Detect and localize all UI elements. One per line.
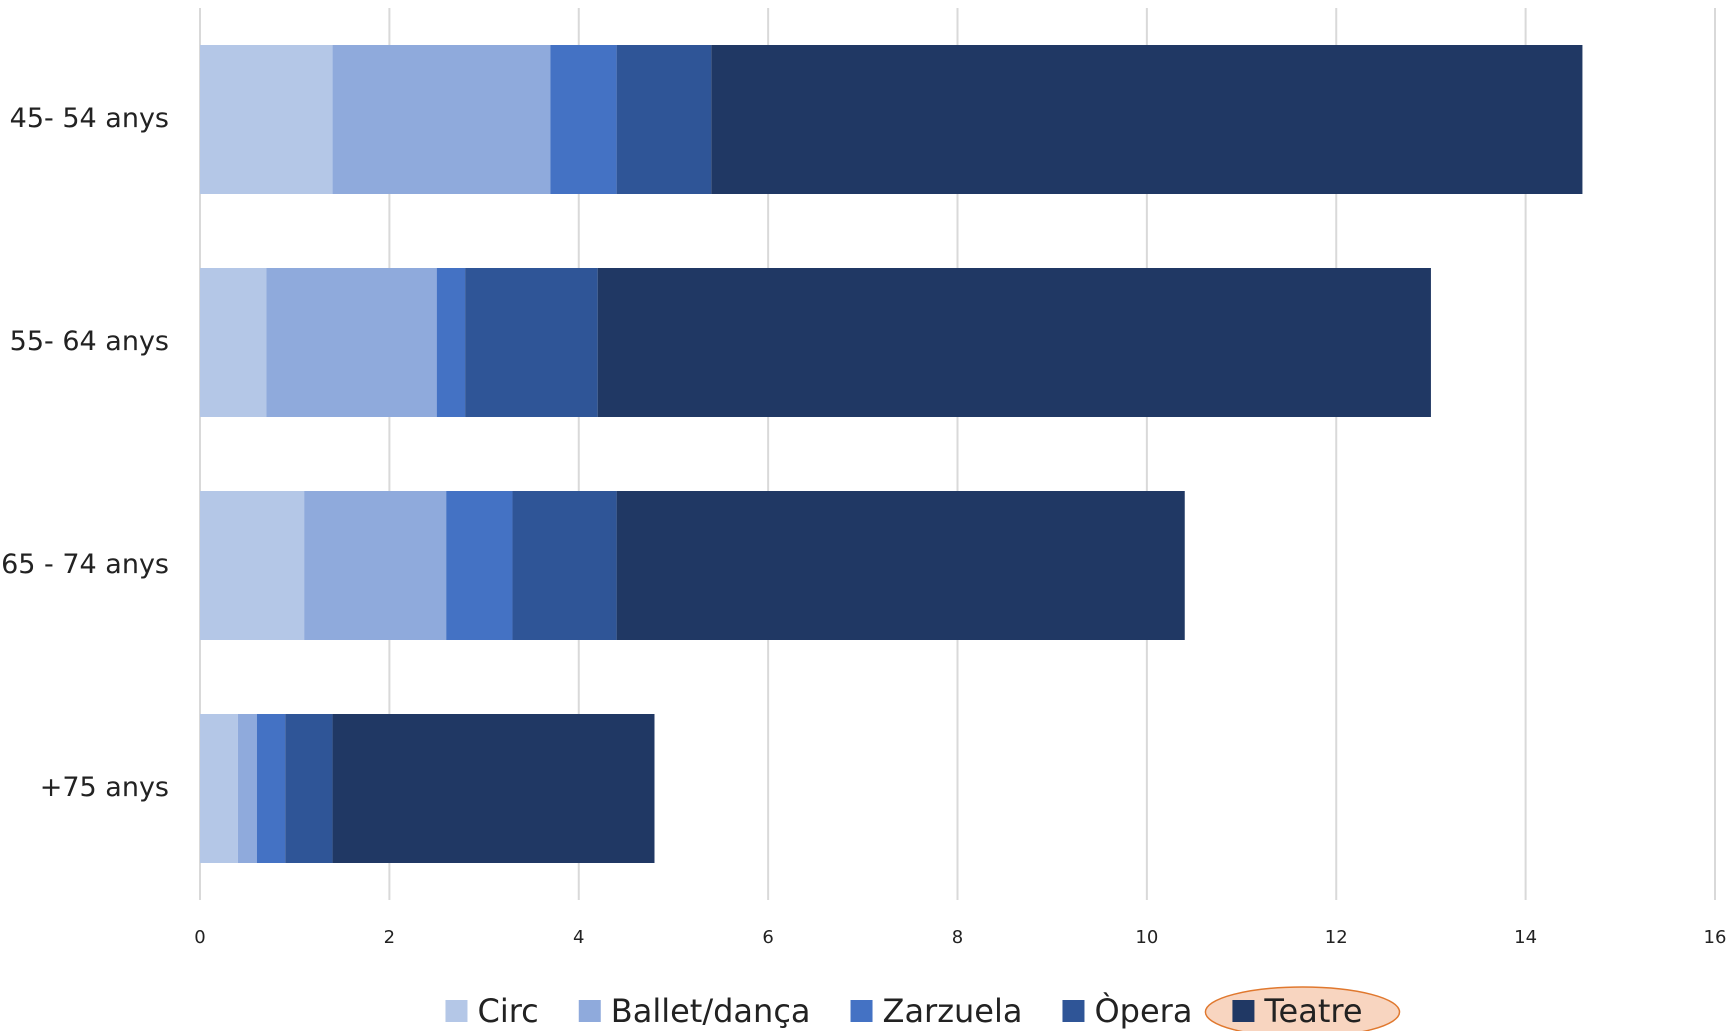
x-tick-label: 6: [762, 927, 773, 948]
x-tick-label: 0: [194, 927, 205, 948]
legend-label: Circ: [477, 992, 538, 1030]
y-tick-label: 55- 64 anys: [10, 326, 169, 357]
x-tick-label: 2: [384, 927, 395, 948]
bar-segment: [550, 45, 617, 194]
legend-item: Circ: [445, 992, 539, 1030]
bar-segment: [200, 45, 333, 194]
bar-segment: [200, 491, 305, 640]
bar-segment: [616, 45, 712, 194]
legend-item: Zarzuela: [850, 992, 1023, 1030]
legend-label: Ballet/dança: [611, 992, 811, 1030]
bar-segment: [465, 268, 598, 417]
y-tick-label: 45- 54 anys: [10, 103, 169, 134]
bar-segment: [200, 268, 267, 417]
legend-swatch: [445, 1000, 468, 1022]
y-tick-label: +75 anys: [40, 772, 169, 803]
x-tick-label: 4: [573, 927, 584, 948]
bar-segment: [237, 714, 257, 863]
legend-swatch: [578, 1000, 601, 1022]
y-tick-label: 65 - 74 anys: [1, 549, 169, 580]
bar-segment: [616, 491, 1185, 640]
x-tick-label: 14: [1514, 927, 1537, 948]
bar-segment: [332, 714, 655, 863]
legend-item: Teatre: [1232, 992, 1363, 1030]
legend-swatch: [1232, 1000, 1255, 1022]
legend-label: Teatre: [1263, 992, 1362, 1030]
bar-segment: [446, 491, 513, 640]
bar-segment: [285, 714, 333, 863]
legend-item: Ballet/dança: [578, 992, 811, 1030]
bar-segment: [256, 714, 286, 863]
bar-segment: [711, 45, 1583, 194]
bar-segment: [512, 491, 617, 640]
x-tick-label: 16: [1704, 927, 1727, 948]
legend-swatch: [850, 1000, 873, 1022]
bar-segment: [597, 268, 1431, 417]
bar-segment: [304, 491, 447, 640]
legend-label: Zarzuela: [883, 992, 1023, 1030]
legend: Circ Ballet/dança Zarzuela Òpera Teatre: [445, 986, 1401, 1031]
legend-item: Òpera: [1062, 991, 1192, 1030]
bar-segment: [436, 268, 466, 417]
bar-segment: [200, 714, 238, 863]
x-tick-label: 10: [1135, 927, 1158, 948]
x-tick-label: 8: [952, 927, 963, 948]
legend-label: Òpera: [1094, 991, 1192, 1030]
bar-segment: [332, 45, 551, 194]
bar-segment: [266, 268, 437, 417]
x-tick-label: 12: [1325, 927, 1348, 948]
bars: 45- 54 anys 55- 64 anys 65 - 74 anys +75 an…: [1, 45, 1583, 863]
legend-swatch: [1062, 1000, 1085, 1022]
